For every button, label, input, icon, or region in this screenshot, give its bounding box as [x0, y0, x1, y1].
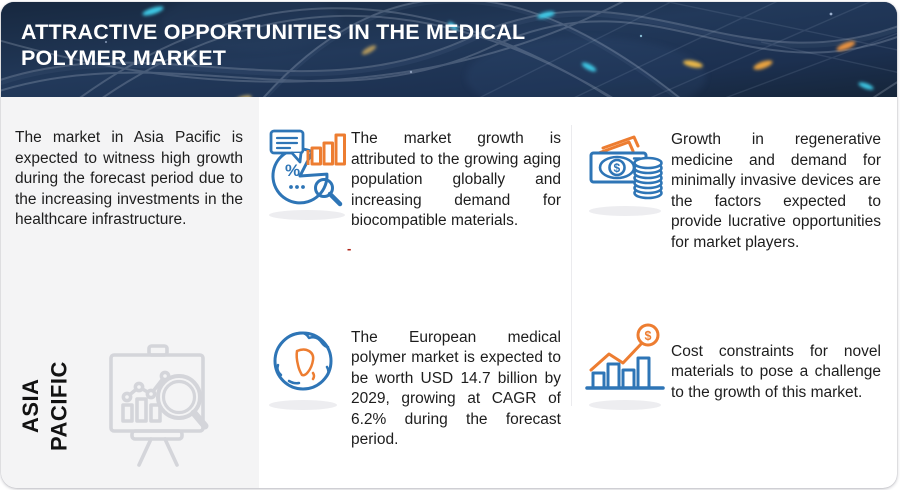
page-title: ATTRACTIVE OPPORTUNITIES IN THE MEDICAL …	[21, 19, 525, 71]
left-panel-asia-pacific: The market in Asia Pacific is expected t…	[1, 97, 259, 488]
region-label: ASIA PACIFIC	[18, 361, 72, 451]
svg-text:%: %	[285, 161, 300, 180]
globe-icon	[269, 331, 337, 410]
opportunity-item-cost-constraints: $ Cost constraints for novel materials t…	[583, 321, 891, 451]
icon-wrap: $	[583, 321, 671, 415]
opportunity-item-regenerative-medicine: $ Growth in regenerative medicine and de…	[583, 127, 891, 255]
icon-wrap: $	[583, 127, 671, 221]
page-title-line-2: POLYMER MARKET	[21, 46, 227, 70]
svg-text:$: $	[614, 161, 621, 175]
header-network-background	[1, 2, 897, 97]
icon-wrap: %	[263, 127, 351, 221]
column-divider	[571, 125, 572, 406]
money-banknote-coins-icon: $	[589, 135, 663, 216]
region-row: ASIA PACIFIC	[1, 342, 259, 488]
page-title-line-1: ATTRACTIVE OPPORTUNITIES IN THE MEDICAL	[21, 20, 526, 44]
opportunity-text: The market growth is attributed to the g…	[351, 130, 561, 229]
opportunity-item-europe-market: The European medical polymer market is e…	[263, 321, 571, 451]
opportunity-grid: %	[259, 97, 897, 488]
presentation-board-magnifier-icon	[109, 344, 209, 467]
header-band: ATTRACTIVE OPPORTUNITIES IN THE MEDICAL …	[1, 2, 897, 97]
svg-text:$: $	[645, 329, 652, 343]
opportunity-text: Cost constraints for novel materials to …	[671, 342, 881, 401]
region-paragraph: The market in Asia Pacific is expected t…	[15, 129, 243, 229]
market-research-percent-icon: %	[269, 129, 346, 220]
opportunity-text: The European medical polymer market is e…	[351, 328, 561, 449]
opportunity-item-market-growth: %	[263, 127, 571, 255]
growth-bar-chart-dollar-icon: $	[585, 323, 665, 410]
opportunity-text: Growth in regenerative medicine and dema…	[671, 131, 881, 251]
opportunity-textcol: The market growth is attributed to the g…	[347, 127, 571, 255]
icon-wrap	[263, 321, 351, 415]
content-body: The market in Asia Pacific is expected t…	[1, 97, 897, 488]
red-dash-note: -	[347, 240, 352, 256]
